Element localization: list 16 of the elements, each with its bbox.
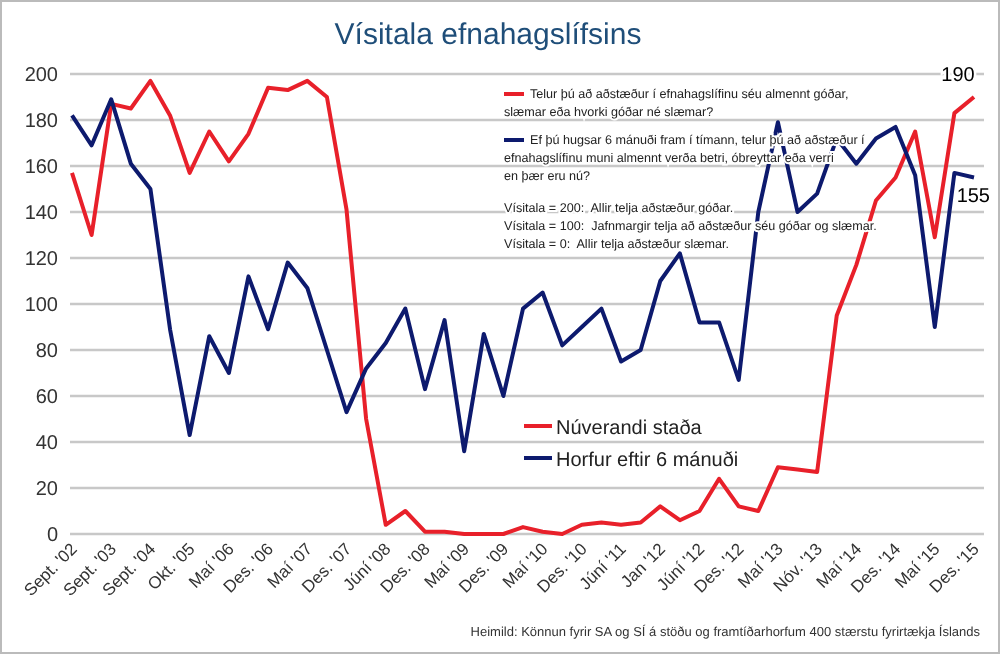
chart-title: Vísitala efnahagslífsins <box>334 18 642 52</box>
y-tick-label: 120 <box>24 249 59 271</box>
y-tick-label: 20 <box>35 479 59 501</box>
data-label: 155 <box>956 185 991 208</box>
y-tick-label: 80 <box>35 341 59 363</box>
data-label: 190 <box>941 65 976 87</box>
y-tick-label: 40 <box>35 433 59 455</box>
legend-label: Horfur eftir 6 mánuði <box>556 450 739 472</box>
y-tick-label: 140 <box>24 203 59 225</box>
y-tick-label: 100 <box>24 295 59 317</box>
y-tick-label: 180 <box>24 111 59 133</box>
legend-label: Núverandi staða <box>556 418 703 440</box>
y-tick-label: 160 <box>24 157 59 179</box>
y-tick-label: 0 <box>46 525 59 547</box>
y-tick-label: 200 <box>24 65 59 87</box>
y-tick-label: 60 <box>35 387 59 409</box>
